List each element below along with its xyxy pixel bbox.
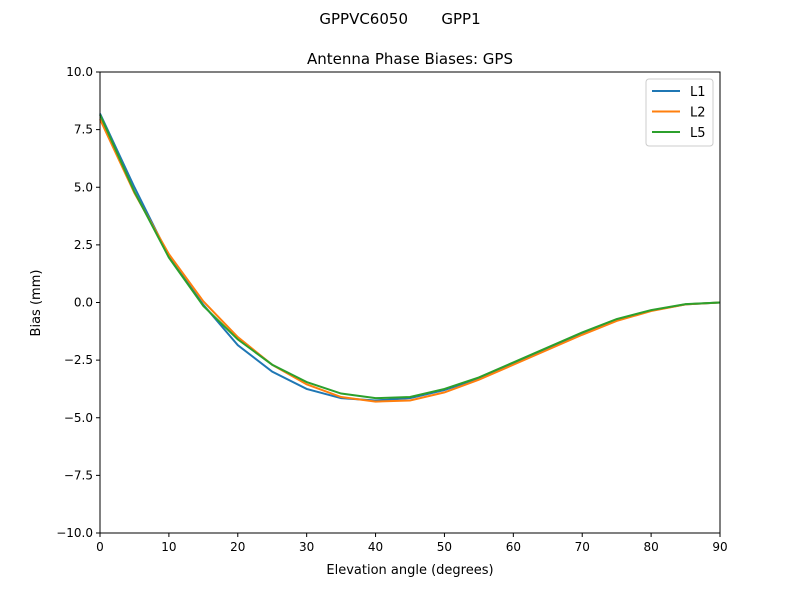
y-tick-label: 10.0	[66, 65, 93, 79]
x-tick-label: 50	[437, 540, 452, 554]
x-tick-label: 40	[368, 540, 383, 554]
x-tick-label: 30	[299, 540, 314, 554]
legend-label: L5	[690, 126, 706, 141]
x-tick-label: 10	[161, 540, 176, 554]
legend-label: L2	[690, 106, 706, 121]
series-line-l5	[99, 114, 721, 400]
y-tick-label: −2.5	[64, 353, 93, 367]
y-tick-label: 7.5	[74, 123, 93, 137]
plot-frame	[99, 71, 721, 534]
legend-label: L1	[690, 85, 706, 100]
series-line-l1	[99, 113, 721, 402]
x-tick-label: 0	[96, 540, 104, 554]
y-tick-label: −5.0	[64, 411, 93, 425]
x-axis-label: Elevation angle (degrees)	[326, 563, 493, 578]
y-tick-label: −10.0	[56, 526, 93, 540]
x-tick-label: 70	[575, 540, 590, 554]
x-tick-label: 60	[506, 540, 521, 554]
y-axis-label: Bias (mm)	[29, 270, 44, 337]
x-tick-label: 90	[712, 540, 727, 554]
y-tick-label: 2.5	[74, 238, 93, 252]
legend: L1 L2 L5	[645, 78, 714, 147]
series-line-l2	[99, 118, 721, 403]
chart-title: Antenna Phase Biases: GPS	[307, 50, 513, 68]
y-tick-label: 0.0	[74, 296, 93, 310]
y-tick-label: 5.0	[74, 180, 93, 194]
x-tick-label: 80	[643, 540, 658, 554]
y-tick-label: −7.5	[64, 468, 93, 482]
x-tick-label: 20	[230, 540, 245, 554]
chart-suptitle: GPPVC6050 GPP1	[319, 10, 480, 28]
